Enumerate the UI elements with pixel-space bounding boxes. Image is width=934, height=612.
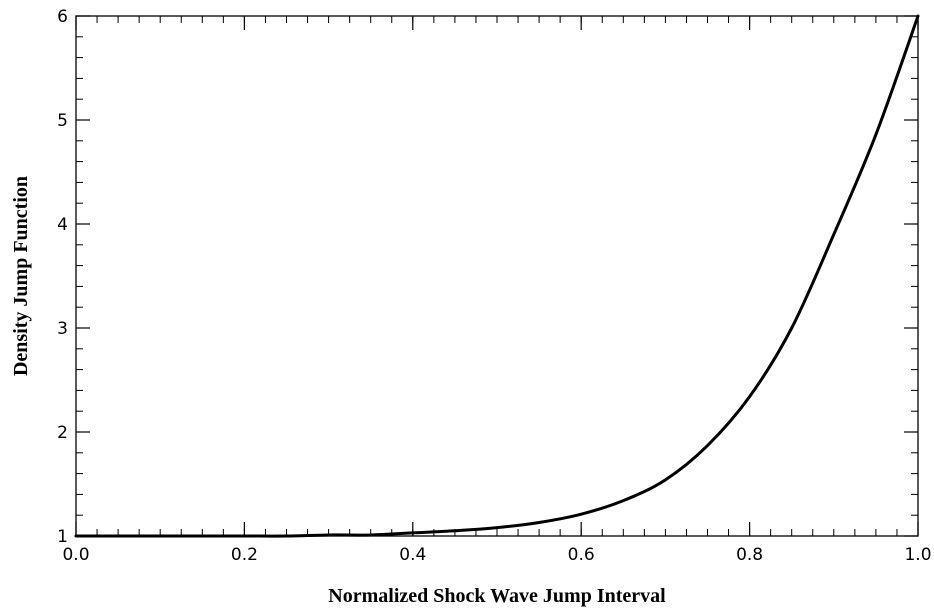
x-tick-label: 1.0 <box>904 545 931 565</box>
x-tick-label: 0.2 <box>231 545 258 565</box>
x-tick-label: 0.8 <box>736 545 763 565</box>
y-tick-label: 2 <box>57 423 68 443</box>
y-tick-label: 3 <box>57 319 68 339</box>
x-tick-label: 0.4 <box>399 545 426 565</box>
y-tick-label: 1 <box>57 527 68 547</box>
x-tick-labels: 0.0 0.2 0.4 0.6 0.8 1.0 <box>62 545 931 565</box>
x-tick-label: 0.0 <box>62 545 89 565</box>
minor-ticks <box>75 15 919 537</box>
series-line <box>74 14 920 538</box>
x-tick-label: 0.6 <box>568 545 595 565</box>
major-ticks <box>75 15 919 537</box>
x-axis-title: Normalized Shock Wave Jump Interval <box>328 585 666 607</box>
y-tick-labels: 1 2 3 4 5 6 <box>57 7 68 547</box>
plot-frame <box>75 15 919 537</box>
y-tick-label: 5 <box>57 111 68 131</box>
y-tick-label: 6 <box>57 7 68 27</box>
y-axis-title: Density Jump Function <box>10 176 32 376</box>
y-tick-label: 4 <box>57 215 68 235</box>
